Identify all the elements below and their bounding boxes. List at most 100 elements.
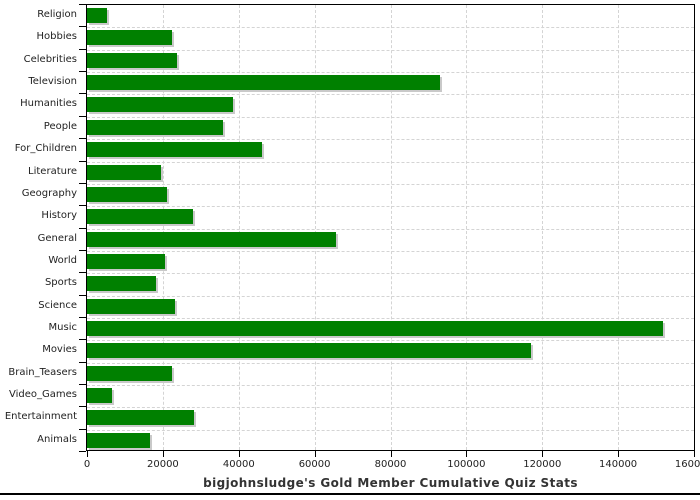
- x-axis-tick: [162, 451, 164, 457]
- grid-hline: [87, 362, 694, 364]
- y-axis-label: Television: [28, 76, 77, 88]
- grid-hline: [87, 429, 694, 431]
- x-axis-label: 160000: [674, 459, 700, 470]
- x-axis-tick: [238, 451, 240, 457]
- bar-science: [87, 298, 175, 314]
- y-axis-label: Music: [48, 321, 77, 333]
- bar-religion: [87, 8, 108, 23]
- x-axis-label: 80000: [374, 459, 407, 470]
- y-axis-tick: [79, 316, 86, 318]
- y-axis-tick: [79, 160, 86, 162]
- bar-history: [87, 209, 194, 225]
- grid-hline: [87, 183, 694, 185]
- y-axis-label: History: [41, 210, 77, 222]
- bar-people: [87, 119, 224, 135]
- y-axis-label: Humanities: [20, 98, 77, 110]
- y-axis-tick: [79, 272, 86, 274]
- y-axis-tick: [79, 205, 86, 207]
- y-axis-tick: [79, 384, 86, 385]
- bar-animals: [87, 432, 151, 448]
- grid-vline: [238, 5, 240, 450]
- grid-hline: [87, 206, 694, 208]
- grid-vline: [162, 5, 164, 450]
- y-axis-tick: [79, 249, 86, 251]
- y-axis-label: Brain_Teasers: [8, 366, 77, 378]
- bar-literature: [87, 164, 162, 180]
- x-axis-tick: [542, 451, 544, 457]
- y-axis-label: People: [43, 120, 77, 132]
- bar-for_children: [87, 142, 262, 158]
- plot-area: [86, 4, 695, 451]
- y-axis-label: Celebrities: [23, 53, 77, 65]
- y-axis-tick: [79, 26, 86, 28]
- bar-video_games: [87, 388, 113, 403]
- y-axis-tick: [79, 71, 86, 73]
- x-axis-label: 100000: [447, 459, 486, 470]
- grid-hline: [87, 94, 694, 96]
- bar-television: [87, 75, 440, 91]
- y-axis-label: Religion: [37, 9, 77, 20]
- grid-hline: [87, 228, 694, 230]
- y-axis-tick: [79, 227, 86, 229]
- bar-geography: [87, 186, 168, 202]
- y-axis-label: Movies: [42, 344, 77, 356]
- y-axis-tick: [79, 294, 86, 296]
- x-axis-label: 40000: [222, 459, 255, 470]
- y-axis-label: Entertainment: [4, 411, 77, 423]
- x-axis-label: 20000: [146, 459, 179, 470]
- x-axis-tick: [87, 451, 88, 457]
- y-axis-label: Sports: [44, 277, 77, 289]
- y-axis-label: General: [37, 232, 77, 244]
- y-axis-tick: [79, 406, 86, 408]
- bar-celebrities: [87, 52, 177, 68]
- x-axis-tick: [618, 451, 620, 457]
- y-axis-tick: [79, 4, 86, 5]
- bar-brain_teasers: [87, 365, 172, 381]
- grid-hline: [87, 116, 694, 118]
- y-axis-label: For_Children: [14, 143, 77, 155]
- grid-hline: [87, 317, 694, 319]
- x-axis-label: 140000: [599, 459, 638, 470]
- grid-vline: [466, 5, 468, 450]
- bar-humanities: [87, 97, 234, 113]
- grid-hline: [87, 49, 694, 51]
- y-axis-label: Literature: [28, 165, 77, 177]
- grid-hline: [87, 385, 694, 386]
- y-axis-tick: [79, 115, 86, 117]
- grid-hline: [87, 161, 694, 163]
- y-axis-label: Science: [38, 299, 77, 311]
- x-axis-label: 120000: [523, 459, 562, 470]
- bar-hobbies: [87, 30, 172, 46]
- x-axis-label: 60000: [298, 459, 331, 470]
- bar-sports: [87, 276, 156, 292]
- bar-music: [87, 320, 663, 336]
- y-axis-label: World: [48, 254, 77, 266]
- y-axis-tick: [79, 451, 86, 452]
- bar-movies: [87, 343, 531, 359]
- grid-hline: [87, 295, 694, 297]
- grid-vline: [542, 5, 544, 450]
- grid-vline: [390, 5, 392, 450]
- y-axis-label: Animals: [37, 433, 77, 445]
- x-axis-tick: [390, 451, 392, 457]
- x-axis-label: 0: [83, 459, 91, 470]
- grid-hline: [87, 27, 694, 29]
- grid-hline: [87, 273, 694, 275]
- bar-world: [87, 253, 165, 269]
- grid-hline: [87, 407, 694, 409]
- x-axis-tick: [694, 451, 695, 457]
- bar-general: [87, 231, 337, 247]
- grid-hline: [87, 340, 694, 342]
- y-axis-label: Geography: [21, 187, 77, 199]
- chart-title: bigjohnsludge's Gold Member Cumulative Q…: [203, 476, 578, 490]
- grid-hline: [87, 139, 694, 141]
- grid-vline: [314, 5, 316, 450]
- bar-entertainment: [87, 410, 194, 426]
- y-axis-tick: [79, 48, 86, 50]
- grid-hline: [87, 72, 694, 74]
- grid-hline: [87, 250, 694, 252]
- y-axis-tick: [79, 93, 86, 95]
- y-axis-label: Video_Games: [9, 389, 77, 400]
- x-axis-tick: [466, 451, 468, 457]
